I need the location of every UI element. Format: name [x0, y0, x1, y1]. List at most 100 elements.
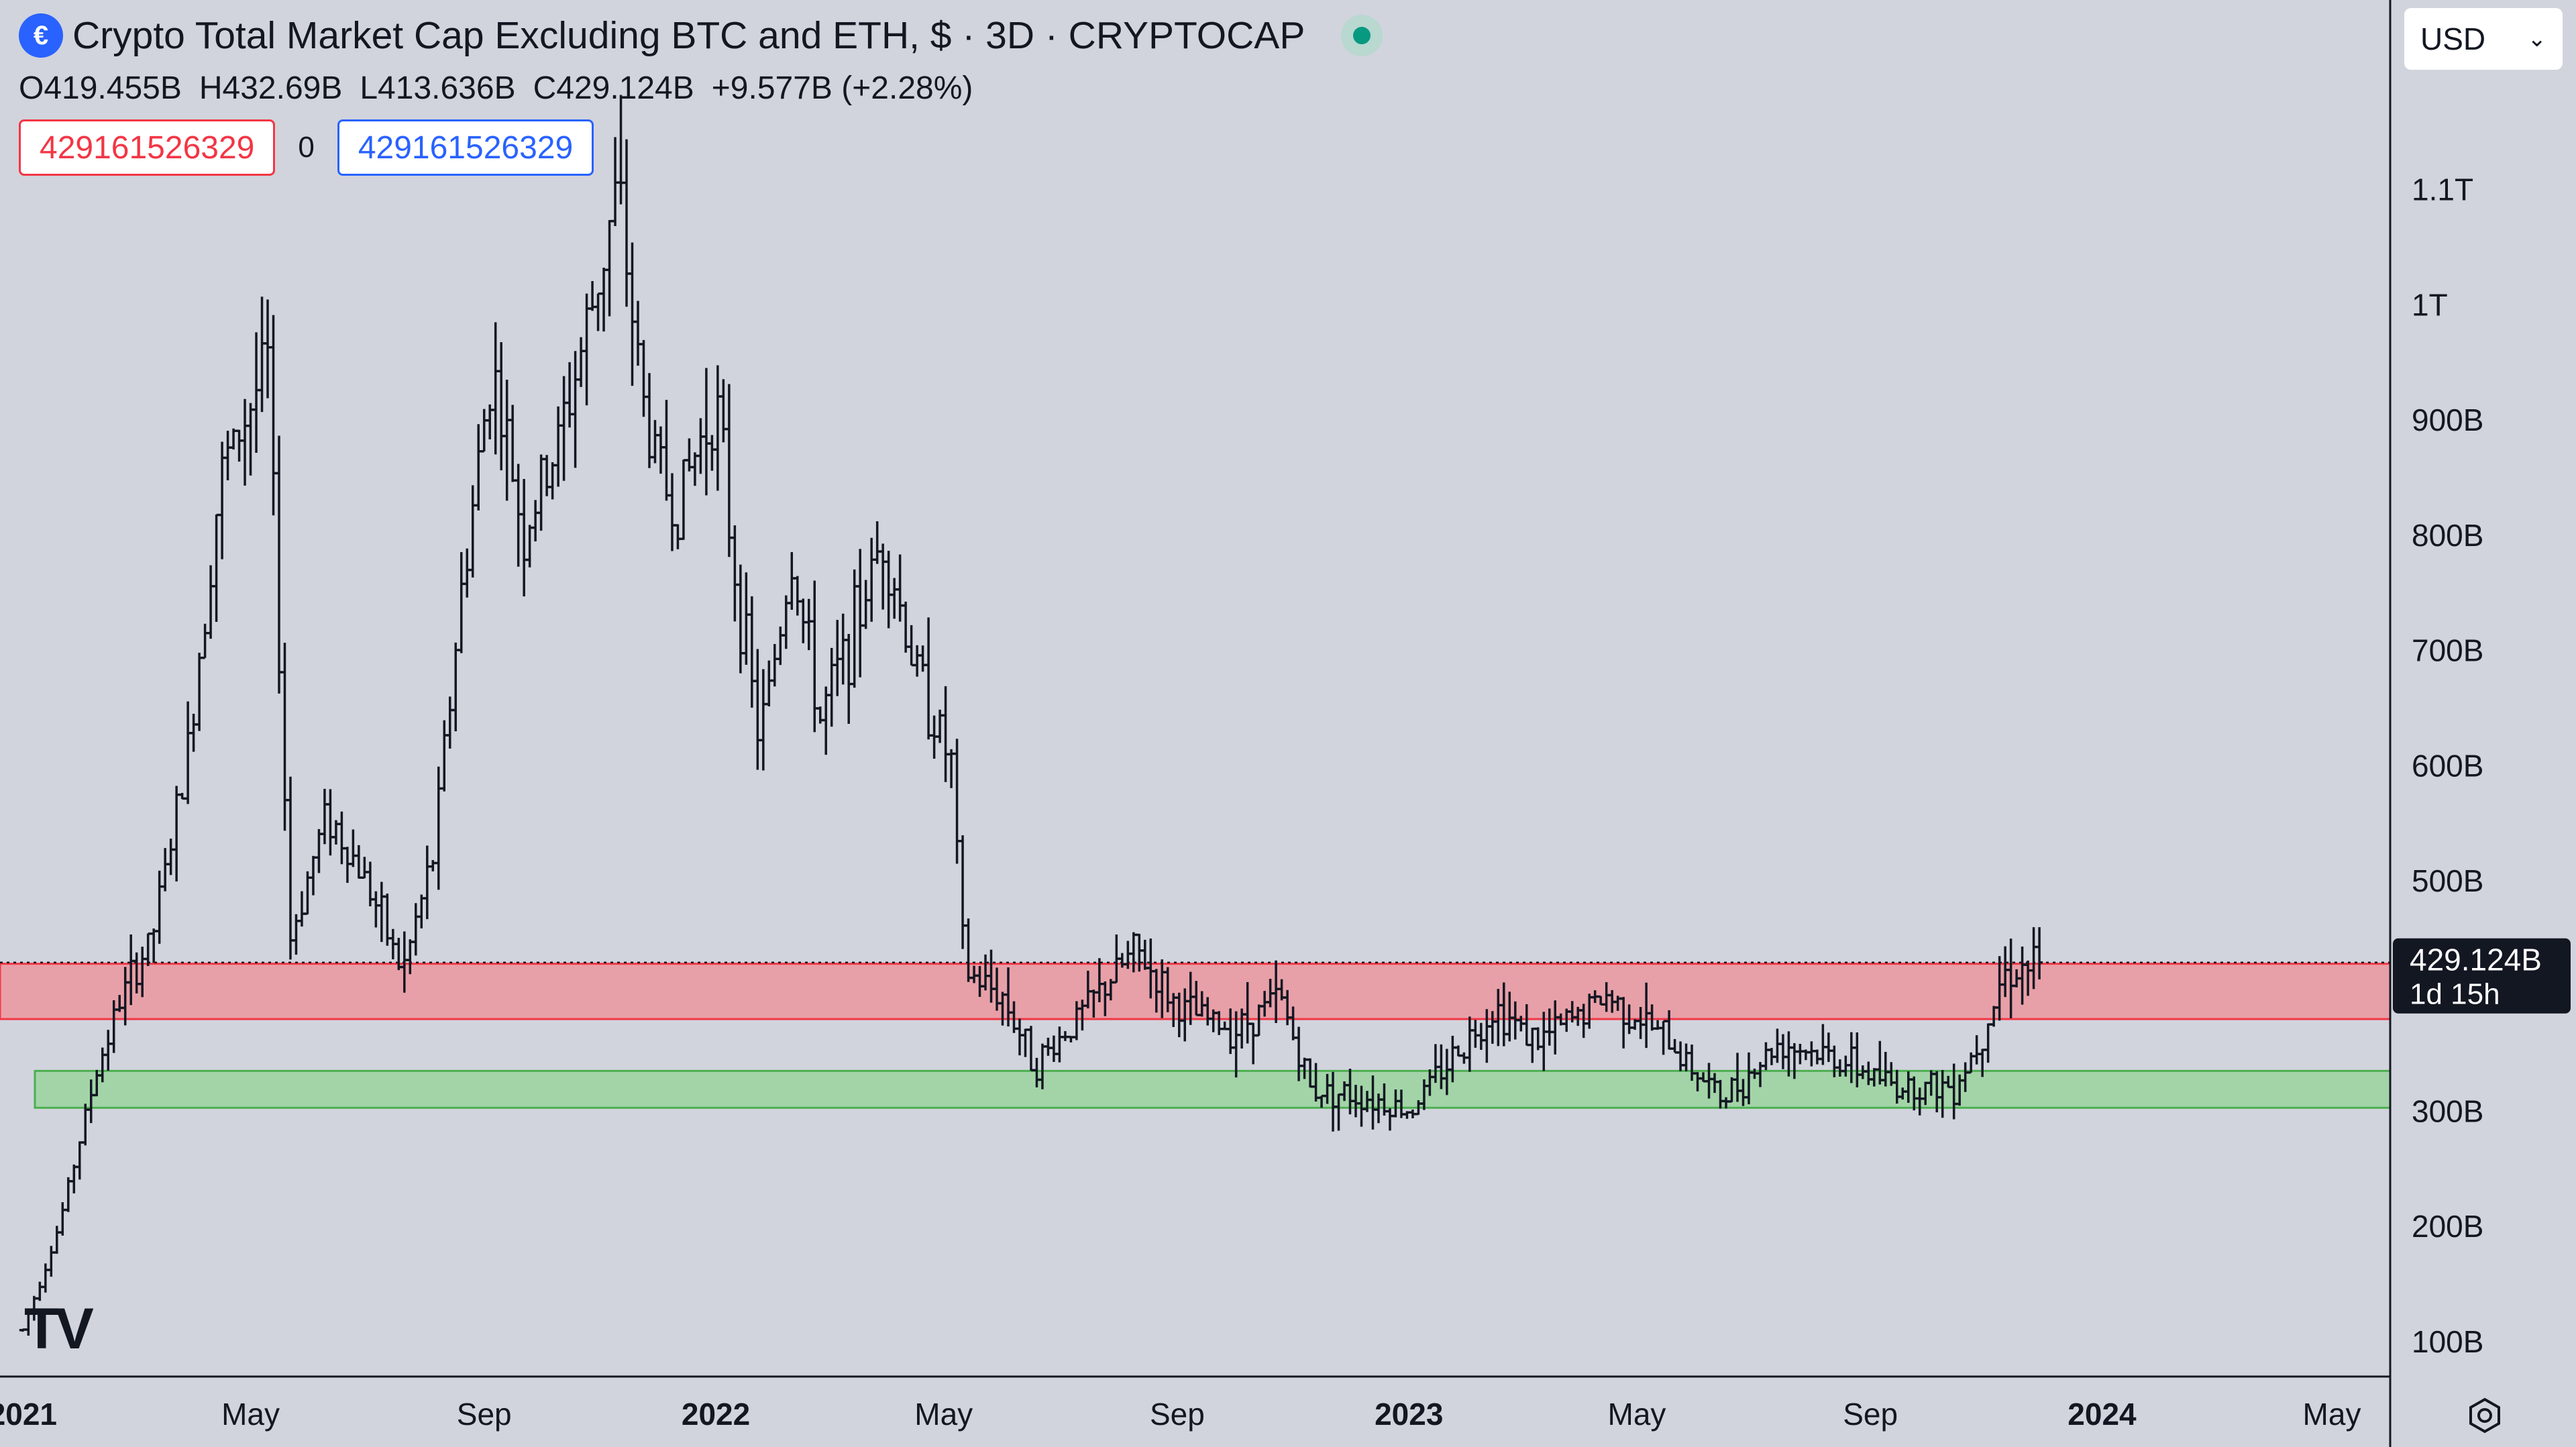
candle	[1984, 1023, 1992, 1063]
chart-header: € Crypto Total Market Cap Excluding BTC …	[19, 13, 1383, 58]
candle	[1250, 1022, 1257, 1065]
candle	[1027, 1026, 1034, 1072]
candle	[275, 435, 282, 694]
settings-gear-icon[interactable]	[2466, 1397, 2504, 1434]
symbol-title[interactable]: Crypto Total Market Cap Excluding BTC an…	[72, 14, 1305, 57]
candles-layer	[19, 95, 2043, 1336]
candle	[777, 626, 784, 665]
candle	[583, 293, 590, 406]
candle	[48, 1246, 55, 1277]
candle	[309, 855, 317, 896]
candle	[441, 720, 448, 792]
candle	[617, 95, 625, 205]
candle	[948, 749, 955, 788]
last-price-countdown: 1d 15h	[2410, 978, 2500, 1011]
candle	[942, 686, 949, 782]
indicator-inputs: 429161526329 0 429161526329	[19, 119, 594, 176]
candle	[953, 739, 961, 864]
candle	[372, 891, 380, 928]
candle	[668, 473, 676, 551]
candle	[600, 267, 608, 332]
tradingview-logo[interactable]: TV	[24, 1297, 94, 1361]
candle	[338, 811, 345, 865]
candle	[1774, 1028, 1781, 1063]
candle	[543, 455, 551, 496]
currency-label: USD	[2420, 21, 2486, 56]
currency-select[interactable]: USD ⌄	[2404, 8, 2563, 70]
candle	[281, 643, 288, 831]
candle	[412, 903, 419, 956]
candle	[959, 835, 967, 949]
candle	[350, 829, 357, 867]
candle	[509, 405, 517, 482]
candle	[1762, 1042, 1770, 1071]
candle	[578, 337, 585, 387]
candle	[702, 368, 710, 496]
candle	[640, 339, 647, 417]
x-tick-label: May	[221, 1397, 280, 1432]
candle	[475, 424, 482, 511]
candle	[213, 513, 220, 623]
candle	[720, 379, 727, 443]
candle	[862, 580, 869, 629]
candle	[691, 452, 698, 486]
candle	[560, 376, 568, 481]
candle	[270, 315, 277, 516]
candle	[59, 1202, 66, 1236]
candle	[532, 500, 539, 542]
y-tick-label: 300B	[2412, 1093, 2483, 1128]
candle	[634, 301, 641, 366]
candle	[173, 786, 180, 881]
candle	[156, 870, 163, 944]
candle	[765, 660, 773, 707]
candle	[1386, 1108, 1393, 1131]
candle	[76, 1141, 83, 1180]
candle	[651, 420, 659, 464]
last-price-badge	[2393, 938, 2571, 1014]
y-tick-label: 700B	[2412, 633, 2483, 668]
candle	[1540, 1012, 1548, 1071]
candle	[1529, 1027, 1536, 1063]
candle	[914, 645, 921, 677]
candle	[219, 441, 226, 559]
candle	[1671, 1038, 1678, 1054]
candle	[498, 341, 505, 471]
candle	[555, 406, 562, 487]
candle	[361, 857, 368, 879]
candle	[1660, 1020, 1667, 1055]
candle	[355, 845, 362, 879]
candle	[674, 524, 682, 549]
candle	[480, 409, 488, 453]
market-status-icon[interactable]	[1341, 15, 1383, 56]
candle	[492, 322, 499, 455]
candle	[537, 454, 545, 531]
x-tick-label: 2024	[2068, 1397, 2137, 1432]
candle	[623, 139, 631, 307]
candle	[1044, 1037, 1052, 1056]
candle	[680, 459, 687, 541]
candle	[458, 551, 465, 653]
symbol-logo-icon[interactable]: €	[19, 13, 63, 58]
candle	[469, 485, 476, 578]
candle	[885, 550, 892, 629]
candle	[167, 839, 174, 875]
candle	[1682, 1043, 1690, 1071]
x-tick-label: Sep	[1150, 1397, 1205, 1432]
candle	[868, 537, 875, 622]
candle	[663, 399, 670, 501]
candle	[594, 292, 602, 331]
candle	[919, 645, 926, 672]
candle	[1796, 1043, 1804, 1065]
candle	[196, 653, 203, 731]
candle	[822, 686, 830, 755]
candle	[1472, 1020, 1479, 1048]
candle	[1050, 1035, 1057, 1062]
candle	[42, 1263, 49, 1293]
ohlc-legend: O419.455B H432.69B L413.636B C429.124B +…	[19, 70, 973, 107]
candle	[759, 669, 767, 771]
indicator-input-left[interactable]: 429161526329	[19, 119, 276, 176]
indicator-input-right[interactable]: 429161526329	[337, 119, 594, 176]
x-tick-label: May	[2303, 1397, 2361, 1432]
candle	[839, 613, 847, 685]
